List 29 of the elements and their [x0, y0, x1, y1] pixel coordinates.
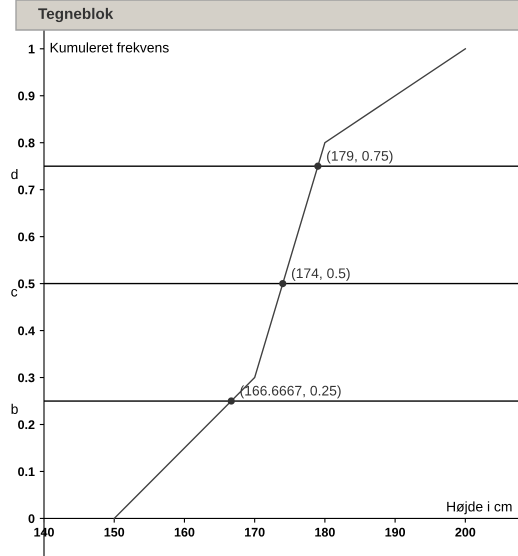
- y-tick-label: 1: [28, 44, 35, 54]
- y-tick-label: 0.1: [18, 467, 35, 476]
- ref-line-label: b: [12, 404, 18, 414]
- x-axis-title: Højde i cm: [447, 501, 512, 514]
- x-tick-label: 180: [315, 528, 335, 537]
- chart-title: Tegneblok: [38, 8, 114, 22]
- ref-line-label: c: [11, 288, 18, 297]
- point: [314, 162, 322, 170]
- annotation: (174, 0.5): [292, 268, 350, 281]
- point: [228, 397, 235, 405]
- annotation: (179, 0.75): [327, 150, 393, 164]
- x-tick-label: 200: [455, 528, 476, 537]
- y-tick-label: 0.2: [18, 420, 34, 430]
- x-tick-label: 150: [104, 528, 124, 537]
- annotation: (166.6667, 0.25): [240, 385, 341, 398]
- x-tick-label: 190: [385, 528, 406, 537]
- y-axis-title: Kumuleret frekvens: [50, 42, 169, 53]
- x-tick-label: 160: [174, 528, 194, 537]
- y-tick-label: 0.4: [18, 326, 35, 336]
- y-tick-label: 0.8: [18, 138, 35, 148]
- y-tick-label: 0.7: [18, 185, 34, 194]
- y-tick-label: 0.5: [18, 279, 35, 288]
- y-tick-label: 0: [28, 514, 34, 524]
- x-tick-label: 170: [245, 528, 265, 537]
- y-tick-label: 0.9: [18, 92, 35, 100]
- y-tick-label: 0.3: [18, 373, 35, 382]
- ref-line-label: d: [11, 168, 18, 180]
- y-tick-label: 0.6: [18, 232, 35, 242]
- point: [279, 280, 286, 288]
